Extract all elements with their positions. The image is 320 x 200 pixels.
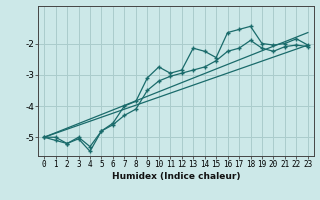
X-axis label: Humidex (Indice chaleur): Humidex (Indice chaleur) [112,172,240,181]
